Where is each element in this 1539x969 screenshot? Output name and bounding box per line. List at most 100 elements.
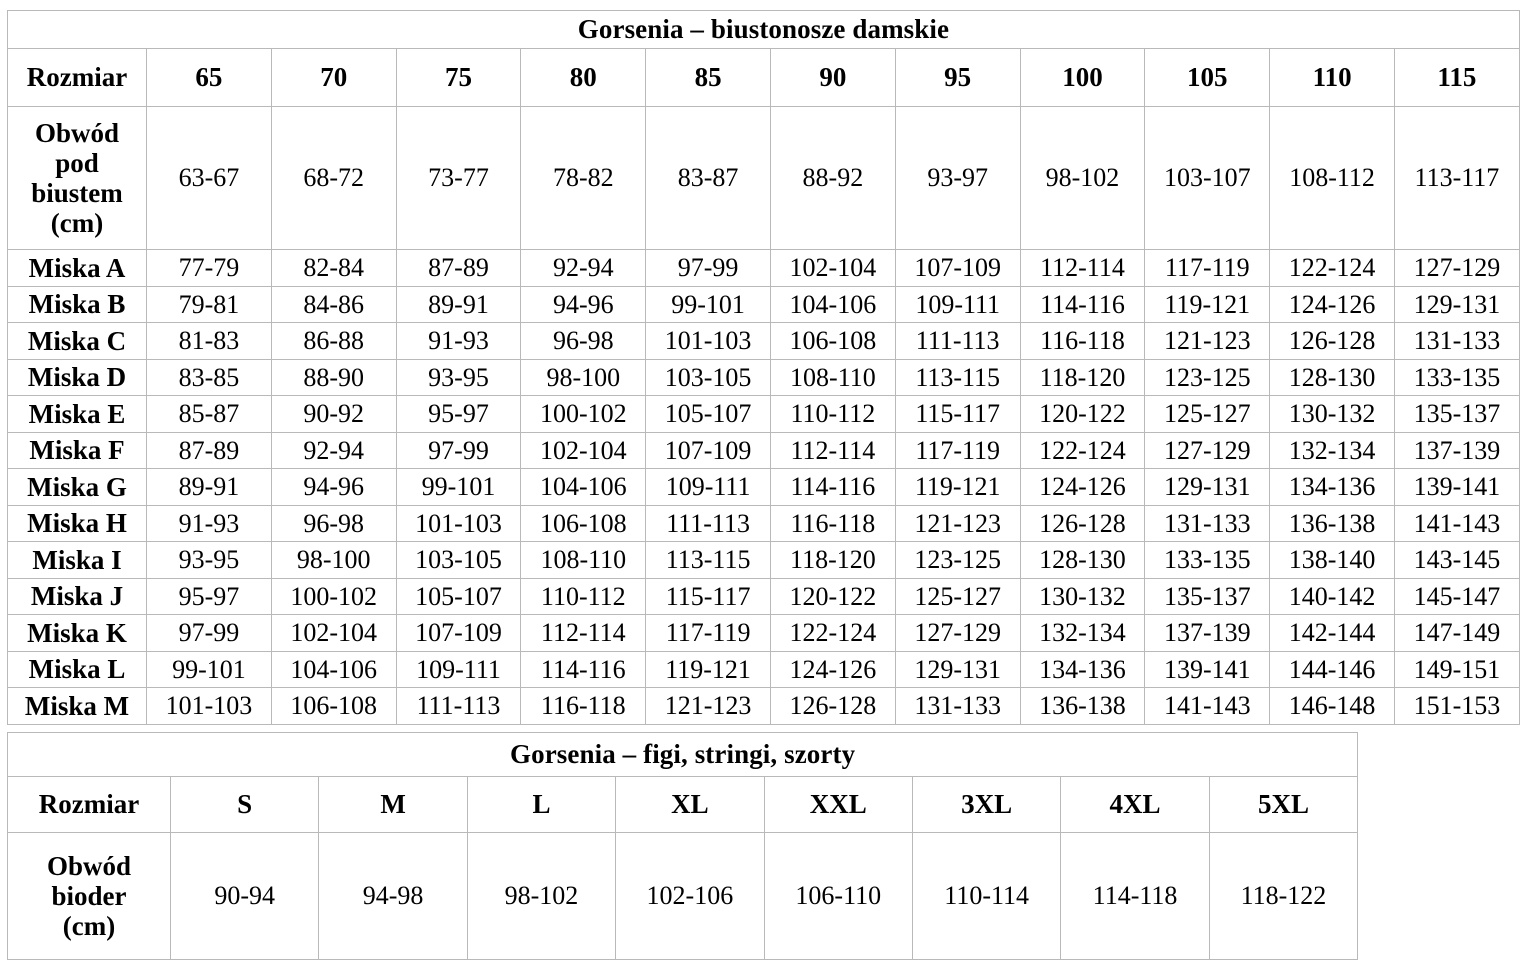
underbust-value-90: 88-92 bbox=[769, 106, 896, 250]
brief-size-header-s: S bbox=[169, 776, 320, 833]
bra-size-header-85: 85 bbox=[645, 48, 771, 107]
cup-row-label: Miska F bbox=[7, 431, 147, 469]
cup-value: 98-100 bbox=[270, 541, 397, 579]
cup-value: 137-139 bbox=[1393, 431, 1520, 469]
underbust-value-110: 108-112 bbox=[1269, 106, 1395, 250]
bra-size-table: Gorsenia – biustonosze damskie Rozmiar 6… bbox=[7, 10, 1520, 725]
cup-value: 107-109 bbox=[894, 249, 1021, 287]
cup-value: 101-103 bbox=[395, 504, 522, 542]
cup-value: 91-93 bbox=[146, 504, 272, 542]
cup-value: 110-112 bbox=[520, 577, 647, 615]
cup-value: 103-105 bbox=[395, 541, 522, 579]
cup-value: 135-137 bbox=[1144, 577, 1271, 615]
cup-value: 81-83 bbox=[146, 322, 272, 360]
cup-value: 89-91 bbox=[146, 468, 272, 506]
hips-value-m: 94-98 bbox=[318, 832, 468, 960]
cup-value: 120-122 bbox=[769, 577, 896, 615]
cup-value: 101-103 bbox=[645, 322, 771, 360]
underbust-value-105: 103-107 bbox=[1144, 106, 1271, 250]
cup-value: 120-122 bbox=[1019, 395, 1146, 433]
cup-row-label: Miska I bbox=[7, 541, 147, 579]
brief-table-header-row: Rozmiar S M L XL XXL 3XL 4XL 5XL bbox=[7, 776, 1359, 833]
cup-value: 109-111 bbox=[395, 650, 522, 688]
cup-value: 107-109 bbox=[395, 614, 522, 652]
cup-value: 124-126 bbox=[769, 650, 896, 688]
cup-value: 115-117 bbox=[645, 577, 771, 615]
cup-value: 100-102 bbox=[270, 577, 397, 615]
bra-size-header-75: 75 bbox=[395, 48, 522, 107]
cup-value: 131-133 bbox=[1393, 322, 1520, 360]
cup-value: 128-130 bbox=[1019, 541, 1146, 579]
cup-value: 116-118 bbox=[1019, 322, 1146, 360]
bra-table-title-row: Gorsenia – biustonosze damskie bbox=[7, 10, 1520, 49]
cup-row-label: Miska G bbox=[7, 468, 147, 506]
table-row: Miska M 101-103 106-108 111-113 116-118 … bbox=[7, 687, 1520, 725]
brief-size-header-4xl: 4XL bbox=[1060, 776, 1210, 833]
cup-value: 94-96 bbox=[520, 285, 647, 323]
cup-value: 118-120 bbox=[1019, 358, 1146, 396]
cup-value: 106-108 bbox=[769, 322, 896, 360]
hips-value-xl: 102-106 bbox=[615, 832, 765, 960]
cup-value: 97-99 bbox=[395, 431, 522, 469]
cup-value: 117-119 bbox=[894, 431, 1021, 469]
cup-value: 104-106 bbox=[520, 468, 647, 506]
cup-value: 93-95 bbox=[146, 541, 272, 579]
underbust-value-115: 113-117 bbox=[1393, 106, 1520, 250]
hips-value-4xl: 114-118 bbox=[1060, 832, 1210, 960]
cup-value: 144-146 bbox=[1269, 650, 1395, 688]
cup-value: 109-111 bbox=[645, 468, 771, 506]
table-row: Miska B 79-81 84-86 89-91 94-96 99-101 1… bbox=[7, 285, 1520, 323]
cup-value: 111-113 bbox=[894, 322, 1021, 360]
cup-value: 134-136 bbox=[1019, 650, 1146, 688]
cup-value: 101-103 bbox=[146, 687, 272, 725]
cup-value: 86-88 bbox=[270, 322, 397, 360]
table-row: Miska F 87-89 92-94 97-99 102-104 107-10… bbox=[7, 431, 1520, 469]
cup-value: 126-128 bbox=[769, 687, 896, 725]
brief-size-header-xl: XL bbox=[615, 776, 765, 833]
brief-row-label-header: Rozmiar bbox=[7, 776, 171, 833]
cup-value: 122-124 bbox=[1019, 431, 1146, 469]
table-row: Miska E 85-87 90-92 95-97 100-102 105-10… bbox=[7, 395, 1520, 433]
cup-value: 151-153 bbox=[1393, 687, 1520, 725]
cup-value: 132-134 bbox=[1019, 614, 1146, 652]
cup-value: 109-111 bbox=[894, 285, 1021, 323]
underbust-value-75: 73-77 bbox=[395, 106, 522, 250]
cup-value: 95-97 bbox=[146, 577, 272, 615]
cup-value: 132-134 bbox=[1269, 431, 1395, 469]
cup-value: 116-118 bbox=[520, 687, 647, 725]
cup-value: 116-118 bbox=[769, 504, 896, 542]
cup-value: 127-129 bbox=[1144, 431, 1271, 469]
cup-value: 121-123 bbox=[894, 504, 1021, 542]
cup-row-label: Miska L bbox=[7, 650, 147, 688]
cup-value: 122-124 bbox=[1269, 249, 1395, 287]
hips-value-l: 98-102 bbox=[466, 832, 617, 960]
cup-value: 82-84 bbox=[270, 249, 397, 287]
cup-value: 79-81 bbox=[146, 285, 272, 323]
underbust-value-100: 98-102 bbox=[1019, 106, 1146, 250]
cup-value: 114-116 bbox=[520, 650, 647, 688]
cup-value: 95-97 bbox=[395, 395, 522, 433]
cup-row-label: Miska E bbox=[7, 395, 147, 433]
bra-size-header-90: 90 bbox=[769, 48, 896, 107]
cup-value: 133-135 bbox=[1144, 541, 1271, 579]
cup-value: 142-144 bbox=[1269, 614, 1395, 652]
cup-row-label: Miska J bbox=[7, 577, 147, 615]
brief-size-header-5xl: 5XL bbox=[1208, 776, 1359, 833]
cup-value: 121-123 bbox=[1144, 322, 1271, 360]
cup-value: 114-116 bbox=[1019, 285, 1146, 323]
cup-row-label: Miska K bbox=[7, 614, 147, 652]
cup-row-label: Miska B bbox=[7, 285, 147, 323]
underbust-row-label: Obwód pod biustem (cm) bbox=[7, 106, 147, 250]
table-row: Miska G 89-91 94-96 99-101 104-106 109-1… bbox=[7, 468, 1520, 506]
table-row: Miska K 97-99 102-104 107-109 112-114 11… bbox=[7, 614, 1520, 652]
cup-value: 94-96 bbox=[270, 468, 397, 506]
brief-table-title: Gorsenia – figi, stringi, szorty bbox=[6, 732, 1359, 777]
hips-row-label: Obwód bioder (cm) bbox=[7, 832, 171, 960]
cup-value: 129-131 bbox=[894, 650, 1021, 688]
brief-size-header-l: L bbox=[466, 776, 617, 833]
cup-value: 96-98 bbox=[520, 322, 647, 360]
table-row: Miska I 93-95 98-100 103-105 108-110 113… bbox=[7, 541, 1520, 579]
hips-value-s: 90-94 bbox=[169, 832, 320, 960]
cup-value: 131-133 bbox=[894, 687, 1021, 725]
